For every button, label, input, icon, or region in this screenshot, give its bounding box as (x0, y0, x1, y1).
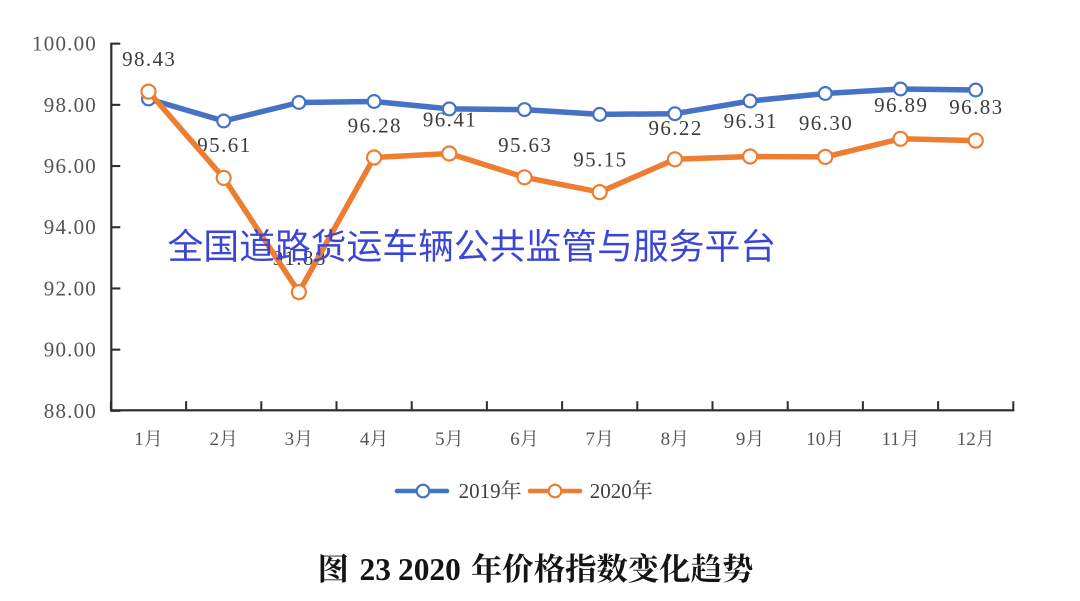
svg-text:1: 1 (134, 429, 144, 450)
svg-text:94.00: 94.00 (44, 215, 97, 239)
svg-text:96.00: 96.00 (44, 154, 97, 178)
svg-text:90.00: 90.00 (44, 338, 97, 362)
svg-text:92.00: 92.00 (44, 276, 97, 300)
svg-text:96.83: 96.83 (949, 95, 1003, 119)
svg-text:23: 23 (360, 552, 391, 587)
svg-text:95.15: 95.15 (573, 148, 627, 172)
svg-text:98.43: 98.43 (122, 47, 176, 71)
svg-text:2: 2 (210, 429, 220, 450)
svg-text:96.89: 96.89 (874, 93, 928, 117)
svg-text:9: 9 (736, 429, 746, 450)
svg-text:10: 10 (806, 429, 825, 450)
svg-text:12: 12 (957, 429, 976, 450)
svg-text:95.63: 95.63 (498, 133, 552, 157)
svg-text:7: 7 (586, 429, 596, 450)
svg-text:2020: 2020 (398, 552, 461, 587)
svg-text:88.00: 88.00 (44, 399, 97, 423)
svg-text:6: 6 (510, 429, 520, 450)
svg-text:100.00: 100.00 (32, 32, 97, 56)
svg-text:96.30: 96.30 (799, 111, 853, 135)
svg-text:8: 8 (661, 429, 671, 450)
svg-text:4: 4 (360, 429, 370, 450)
svg-text:96.28: 96.28 (348, 114, 402, 138)
svg-text:11: 11 (882, 429, 900, 450)
svg-text:2020: 2020 (590, 479, 632, 503)
svg-text:3: 3 (285, 429, 295, 450)
svg-text:96.31: 96.31 (724, 109, 778, 133)
svg-text:98.00: 98.00 (44, 93, 97, 117)
svg-text:2019: 2019 (459, 479, 501, 503)
svg-text:5: 5 (435, 429, 445, 450)
svg-text:95.61: 95.61 (197, 133, 251, 157)
